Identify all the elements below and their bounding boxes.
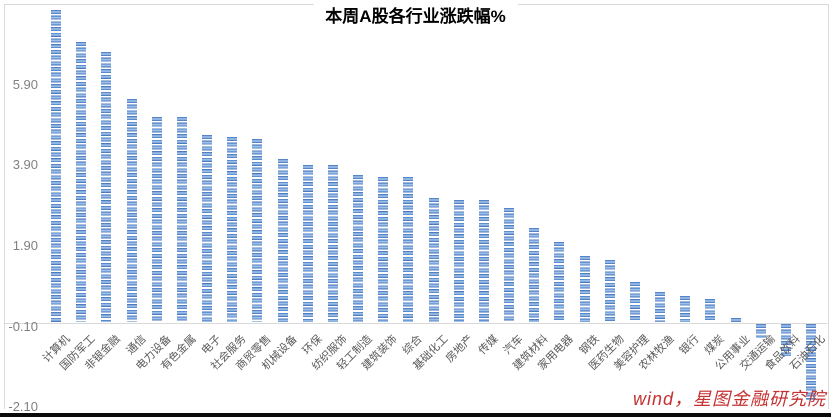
bar bbox=[504, 207, 515, 323]
bar bbox=[604, 260, 615, 323]
y-tick-label: -2.10 bbox=[8, 399, 38, 415]
bar bbox=[755, 323, 766, 338]
x-category-label: 传媒 bbox=[476, 333, 501, 358]
bar bbox=[277, 159, 288, 323]
bar bbox=[529, 227, 540, 323]
bar bbox=[579, 256, 590, 323]
y-tick-label: -0.10 bbox=[8, 318, 38, 334]
y-tick-label: 1.90 bbox=[12, 237, 38, 253]
x-category-label: 银行 bbox=[677, 333, 702, 358]
bar bbox=[76, 42, 87, 323]
y-tick-label: 5.90 bbox=[12, 76, 38, 92]
x-axis-line bbox=[4, 323, 827, 324]
bar bbox=[554, 241, 565, 323]
bar bbox=[302, 165, 313, 323]
y-tick-label: 3.90 bbox=[12, 157, 38, 173]
bar bbox=[176, 116, 187, 323]
bar bbox=[51, 10, 61, 323]
chart-title: 本周A股各行业涨跌幅% bbox=[313, 2, 518, 27]
bar bbox=[428, 197, 439, 323]
bar bbox=[202, 135, 213, 323]
bar bbox=[680, 296, 691, 323]
bar bbox=[453, 199, 464, 323]
bar bbox=[378, 177, 389, 323]
bar bbox=[227, 137, 238, 323]
bottom-border-line bbox=[0, 413, 831, 417]
bar bbox=[403, 177, 414, 323]
bar bbox=[478, 199, 489, 323]
bar bbox=[780, 323, 791, 356]
bar bbox=[252, 139, 263, 323]
bar bbox=[705, 299, 716, 323]
bar bbox=[806, 323, 817, 401]
bar bbox=[655, 292, 666, 323]
bar bbox=[730, 318, 741, 323]
x-category-label: 房地产 bbox=[443, 333, 476, 365]
bar bbox=[327, 165, 338, 323]
bar bbox=[629, 282, 640, 323]
watermark-source-text: wind，星图金融研究院 bbox=[632, 389, 826, 409]
bar bbox=[151, 116, 162, 323]
bar bbox=[353, 175, 364, 323]
bar bbox=[126, 98, 137, 323]
bar bbox=[101, 52, 112, 323]
